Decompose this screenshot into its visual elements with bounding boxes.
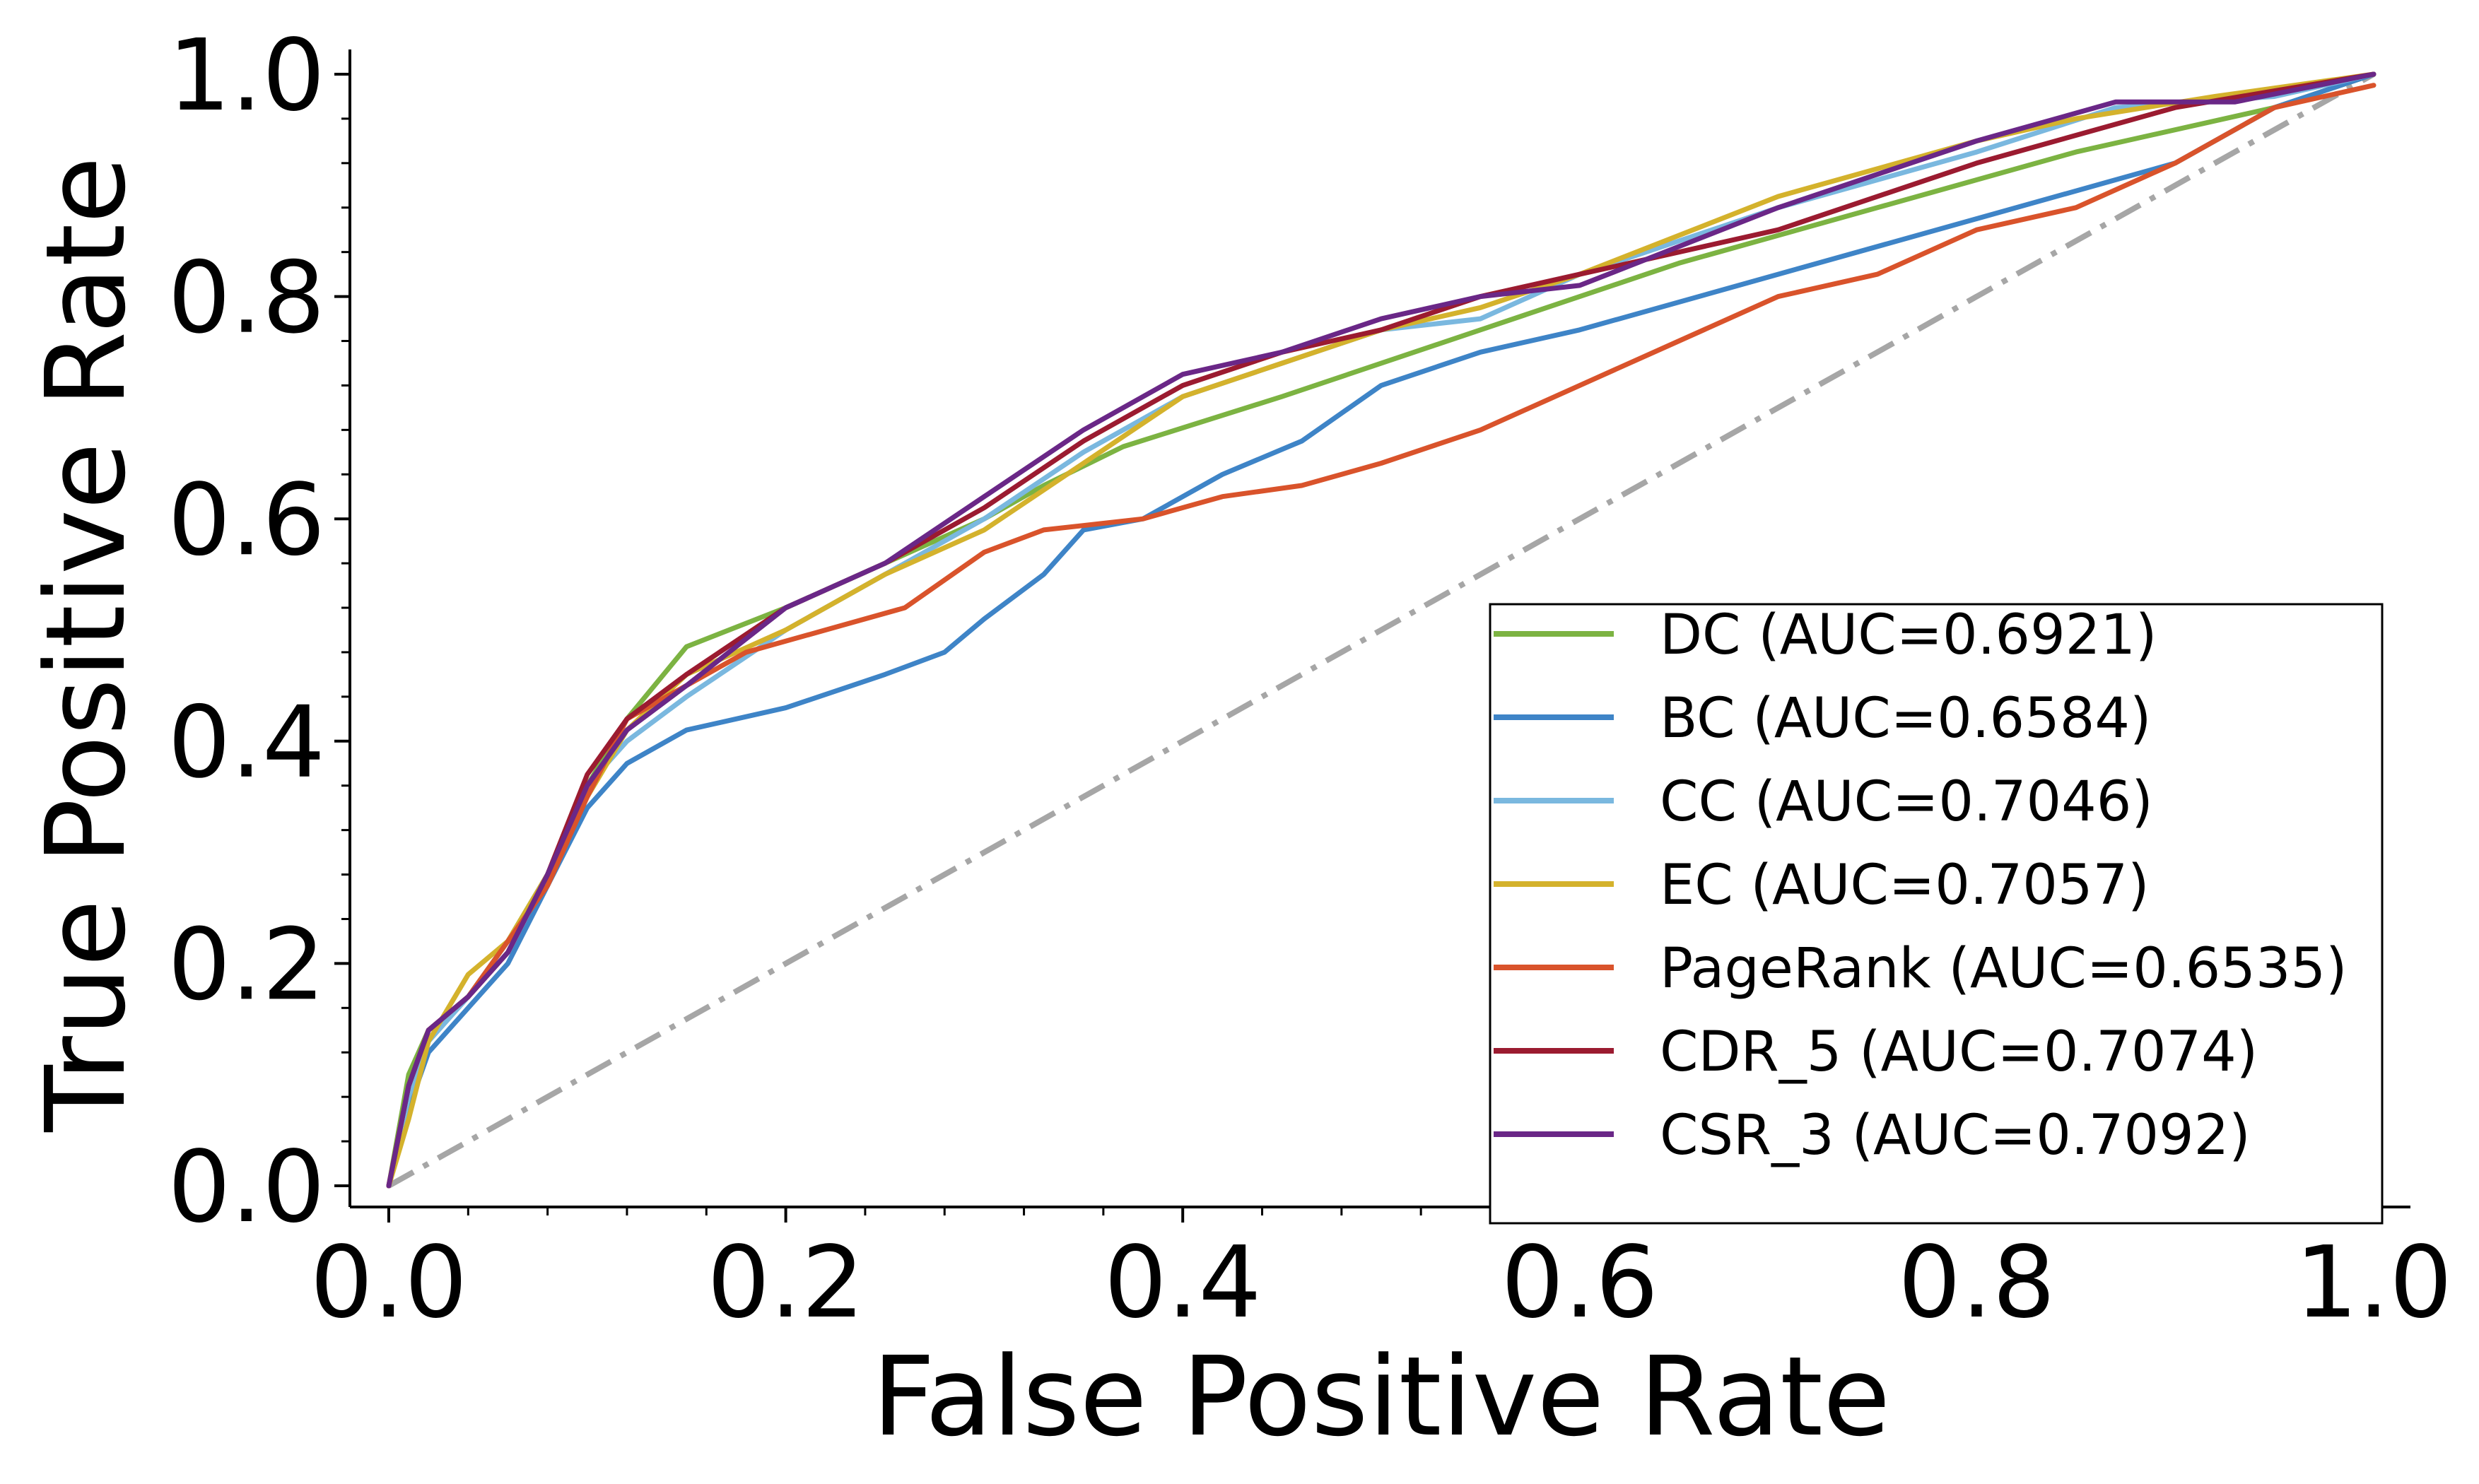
y-axis-title: True Positive Rate xyxy=(22,156,150,1133)
legend-entry-5: PageRank (AUC=0.6535) xyxy=(1660,937,2348,1001)
legend-entry-7: CSR_3 (AUC=0.7092) xyxy=(1660,1104,2251,1167)
legend-entry-3: CC (AUC=0.7046) xyxy=(1660,770,2153,834)
x-tick-label: 0.0 xyxy=(310,1225,468,1341)
x-tick-label: 0.2 xyxy=(707,1225,865,1341)
x-axis-title: False Positive Rate xyxy=(872,1333,1891,1461)
diagonal-reference-line xyxy=(387,71,2375,1189)
y-tick-label: 0.8 xyxy=(168,241,325,356)
legend-entry-1: DC (AUC=0.6921) xyxy=(1660,603,2157,667)
y-tick-label: 0.0 xyxy=(168,1130,325,1245)
legend-entry-4: EC (AUC=0.7057) xyxy=(1660,854,2150,917)
legend-frame xyxy=(1489,603,2384,1225)
roc-curve-2 xyxy=(386,71,2377,1189)
x-tick-label: 0.4 xyxy=(1104,1225,1262,1341)
y-tick-label: 0.2 xyxy=(168,907,325,1023)
y-tick-label: 0.6 xyxy=(168,463,325,578)
y-tick-label: 1.0 xyxy=(168,18,325,134)
y-tick-label: 0.4 xyxy=(168,685,325,801)
x-tick-label: 0.8 xyxy=(1898,1225,2056,1341)
legend-entry-2: BC (AUC=0.6584) xyxy=(1660,687,2151,750)
x-tick-label: 0.6 xyxy=(1501,1225,1658,1341)
legend: DC (AUC=0.6921) BC (AUC=0.6584) CC (AUC=0.… xyxy=(1489,603,2384,1225)
roc-curve-4 xyxy=(386,71,2377,1189)
roc-curves xyxy=(386,71,2377,1189)
x-tick-label: 1.0 xyxy=(2295,1225,2453,1341)
legend-entry-6: CDR_5 (AUC=0.7074) xyxy=(1660,1020,2258,1084)
ticks: 0.0 0.2 0.4 0.6 0.8 1.0 0.0 0.2 0.4 0.6 0.8 1.0 xyxy=(168,18,2452,1341)
roc-curve-7 xyxy=(386,71,2377,1189)
